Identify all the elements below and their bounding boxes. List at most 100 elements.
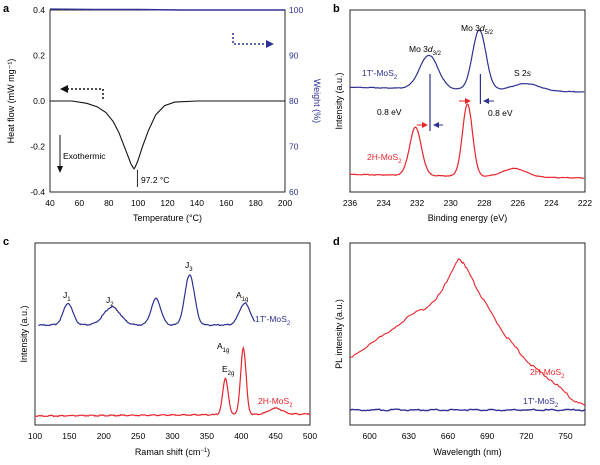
panel-c-frame <box>34 242 311 426</box>
panel-letter-c: c <box>3 236 9 248</box>
panel-a-xtick: 200 <box>278 198 292 208</box>
panel-a-ytick-right: 100 <box>289 5 303 15</box>
panel-a-ylabel-right: Weight (%) <box>312 79 322 123</box>
panel-b-shift-arrow-left-head <box>422 122 428 128</box>
panel-d-frame <box>349 242 586 426</box>
panel-d-xlabel: Wavelength (nm) <box>433 447 501 457</box>
panel-c-label-j2: J2 <box>106 295 114 308</box>
panel-a-dsc-arrow-head <box>60 85 68 93</box>
panel-a-weight-axis-arrow <box>232 33 268 45</box>
panel-d-xtick: 630 <box>402 431 416 441</box>
panel-c-legend-2h: 2H-MoS2 <box>258 396 293 409</box>
panel-b-xtick: 228 <box>477 198 491 208</box>
panel-c-label-j1: J1 <box>63 290 71 303</box>
panel-b-x-ticks: 236 234 232 230 228 226 224 222 <box>343 198 592 208</box>
panel-d-ylabel: PL intensity (a.u.) <box>334 299 344 369</box>
panel-a-xtick: 120 <box>160 198 174 208</box>
panel-b: b 236 234 232 230 228 226 224 222 Bindin… <box>333 3 592 223</box>
panel-b-xtick: 230 <box>444 198 458 208</box>
panel-b-label-s2s: S 2s <box>514 68 532 78</box>
panel-a-ytick-right: 90 <box>289 51 299 61</box>
panel-d-2h-spectrum <box>349 258 586 406</box>
panel-a-ylabel: Heat flow (mW mg⁻¹) <box>6 59 16 144</box>
panel-a-xtick: 140 <box>190 198 204 208</box>
panel-c-xtick: 300 <box>165 431 179 441</box>
panel-a-xtick: 100 <box>131 198 145 208</box>
panel-a-ytick-right: 60 <box>289 187 299 197</box>
panel-a-ytick-right: 80 <box>289 96 299 106</box>
panel-c-xtick: 200 <box>97 431 111 441</box>
panel-c-xtick: 500 <box>303 431 317 441</box>
panel-c-1t-spectrum <box>38 274 256 327</box>
panel-a-exothermic-arrow-head <box>57 166 63 173</box>
panel-a-dsc-axis-arrow <box>66 88 104 99</box>
panel-c-legend-1t: 1T′-MoS2 <box>255 314 291 327</box>
panel-c-x-ticks: 100 150 200 250 300 350 400 450 500 <box>28 431 317 441</box>
panel-d-legend-2h: 2H-MoS2 <box>530 367 565 380</box>
panel-a-ytick: -0.2 <box>30 142 45 152</box>
panel-b-legend-2h: 2H-MoS2 <box>367 152 402 165</box>
panel-a-xtick: 180 <box>249 198 263 208</box>
panel-d: d 600 630 660 690 720 750 Wavelength (nm… <box>333 236 586 457</box>
panel-b-shift-label-right: 0.8 eV <box>488 108 513 118</box>
panel-a-ytick: 0.2 <box>33 51 45 61</box>
panel-c-xtick: 400 <box>234 431 248 441</box>
panel-b-xtick: 232 <box>410 198 424 208</box>
panel-c-label-a1g-2h: A1g <box>217 341 229 354</box>
panel-letter-a: a <box>3 3 10 15</box>
panel-a-dsc-line <box>50 100 285 170</box>
panel-b-legend-1t: 1T′-MoS2 <box>362 68 398 81</box>
panel-b-xlabel: Binding energy (eV) <box>428 213 508 223</box>
panel-b-label-mo3d32: Mo 3d3/2 <box>409 44 442 57</box>
panel-a-y-ticks: -0.4 -0.2 0.0 0.2 0.4 <box>30 5 45 197</box>
panel-c-xtick: 100 <box>28 431 42 441</box>
panel-letter-d: d <box>333 236 340 248</box>
panel-a-ytick: 0.0 <box>33 96 45 106</box>
panel-letter-b: b <box>333 3 340 15</box>
panel-a-xlabel: Temperature (°C) <box>133 213 202 223</box>
panel-c-xtick: 150 <box>62 431 76 441</box>
panel-c-label-e2g-shown: E2g <box>222 364 234 377</box>
panel-a-ytick-right: 70 <box>289 142 299 152</box>
panel-a-xtick: 40 <box>45 198 55 208</box>
panel-a: a 40 60 80 100 120 140 160 180 200 -0.4 … <box>3 3 322 223</box>
panel-a-xtick: 60 <box>75 198 85 208</box>
panel-b-xtick: 224 <box>544 198 558 208</box>
panel-b-xtick: 236 <box>343 198 357 208</box>
panel-a-ytick: -0.4 <box>30 187 45 197</box>
panel-a-xtick: 160 <box>219 198 233 208</box>
panel-c-xtick: 450 <box>269 431 283 441</box>
panel-b-xtick: 222 <box>578 198 592 208</box>
panel-d-legend-1t: 1T′-MoS2 <box>523 396 559 409</box>
panel-b-shift-arrow-left-2-head <box>433 122 439 128</box>
panel-d-1t-spectrum <box>349 408 586 412</box>
panel-c-xlabel: Raman shift (cm−1) <box>135 447 210 457</box>
panel-b-xtick: 234 <box>377 198 391 208</box>
panel-a-y-ticks-right: 60 70 80 90 100 <box>289 5 303 197</box>
panel-a-exothermic-label: Exothermic <box>63 151 106 161</box>
panel-b-shift-label-left: 0.8 eV <box>377 107 402 117</box>
panel-d-xtick: 600 <box>363 431 377 441</box>
panel-d-xtick: 750 <box>558 431 572 441</box>
panel-a-weight-arrow-head <box>266 40 274 48</box>
panel-c-label-a1g-1t: A1g <box>236 290 248 303</box>
panel-d-xtick: 720 <box>519 431 533 441</box>
panel-d-x-ticks: 600 630 660 690 720 750 <box>363 431 573 441</box>
panel-b-xtick: 226 <box>511 198 525 208</box>
panel-b-2h-spectrum <box>349 103 585 179</box>
panel-d-xtick: 660 <box>441 431 455 441</box>
panel-b-ylabel: Intensity (a.u.) <box>334 72 344 129</box>
panel-c-xtick: 250 <box>131 431 145 441</box>
panel-c-ylabel: Intensity (a.u.) <box>19 305 29 362</box>
panel-b-label-mo3d52: Mo 3d5/2 <box>461 23 494 36</box>
panel-b-1t-spectrum <box>349 29 585 93</box>
panel-c-xtick: 350 <box>200 431 214 441</box>
panel-a-x-ticks: 40 60 80 100 120 140 160 180 200 <box>45 198 292 208</box>
panel-a-xtick: 80 <box>104 198 114 208</box>
panel-a-ytick: 0.4 <box>33 5 45 15</box>
panel-a-peak-label: 97.2 °C <box>141 175 169 185</box>
panel-b-shift-arrow-right-head <box>465 98 471 104</box>
panel-c-2h-spectrum <box>34 346 310 418</box>
panel-d-xtick: 690 <box>480 431 494 441</box>
